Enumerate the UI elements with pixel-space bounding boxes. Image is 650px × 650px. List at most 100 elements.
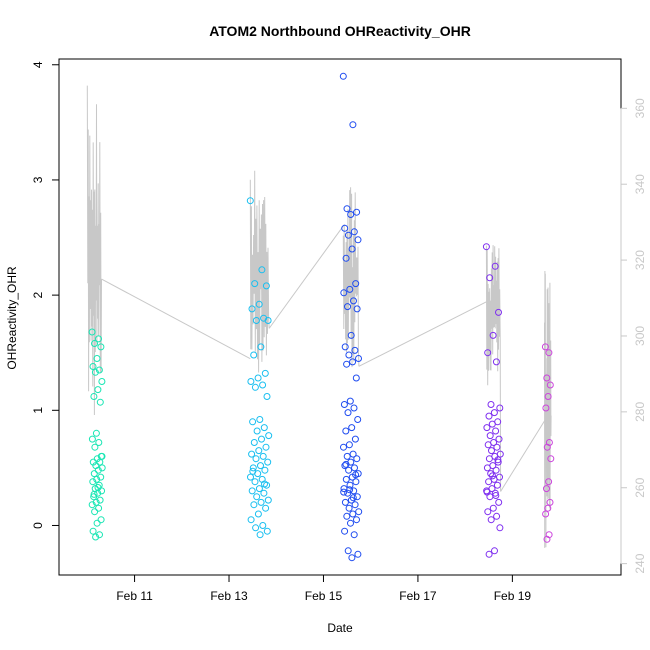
flight1-point	[93, 519, 101, 527]
flight3-point	[349, 450, 357, 458]
flight5-point	[543, 443, 551, 451]
flight3-point	[340, 488, 348, 496]
flight3-point	[344, 547, 352, 555]
flight4-point	[485, 412, 493, 420]
flight5-point	[547, 455, 555, 463]
flight3-point	[351, 435, 359, 443]
flight1-point	[89, 478, 97, 486]
flight3-point	[352, 280, 360, 288]
flight2-point	[258, 435, 265, 443]
flight4-point	[486, 274, 494, 282]
flight2-point	[249, 467, 257, 475]
flight4-point	[484, 508, 492, 516]
flight4-point	[491, 547, 498, 555]
y2-tick-label: 320	[633, 250, 647, 270]
flight3-point	[353, 493, 361, 501]
flight1-point	[90, 393, 98, 400]
flight1-point	[89, 527, 97, 535]
flight2-point	[257, 498, 265, 506]
flight3-point	[343, 452, 351, 460]
y-tick-label: 0	[31, 522, 45, 529]
flight2-point	[248, 305, 256, 313]
trace-connector-2	[268, 225, 344, 329]
flight3-point	[347, 519, 354, 527]
flight1-point	[94, 484, 102, 491]
flight4-point	[495, 498, 503, 506]
flight3-point	[350, 487, 358, 495]
flight3-point	[343, 205, 351, 213]
flight2-point	[264, 458, 272, 466]
flight3-point	[340, 443, 347, 451]
y-tick-label: 1	[31, 407, 45, 414]
flight5-point	[543, 535, 551, 543]
trace-connector-1	[101, 278, 251, 360]
chart-title: ATOM2 Northbound OHReactivity_OHR	[209, 23, 471, 39]
y-tick-label: 3	[31, 176, 45, 183]
flight1-point	[88, 435, 96, 443]
flight1-point	[93, 475, 101, 483]
flight4-point	[494, 458, 502, 466]
flight3-point	[344, 409, 352, 417]
flight3-point	[351, 501, 359, 509]
flight2-point	[258, 266, 266, 274]
secondary-trace	[86, 85, 552, 548]
flight2-point	[249, 418, 257, 426]
flight3-point	[346, 397, 354, 405]
flight2-point	[248, 487, 256, 495]
flight3-point	[348, 554, 356, 562]
flight4-point	[492, 427, 500, 435]
flight2-point	[251, 478, 259, 486]
flight3-point	[353, 208, 361, 216]
flight2-point	[261, 480, 268, 488]
flight2-point	[247, 516, 255, 524]
flight1-point	[94, 466, 102, 474]
flight4-point	[491, 262, 499, 270]
flight4-point	[483, 488, 491, 496]
flight4-point	[484, 349, 492, 357]
flight2-point	[249, 464, 257, 472]
flight3-point	[343, 360, 351, 368]
flight1-point	[96, 496, 104, 504]
flight3-point	[353, 305, 361, 313]
flight3-point	[344, 303, 351, 311]
flight4-point	[487, 470, 495, 478]
y-tick-label: 4	[31, 61, 45, 68]
flight3-point	[348, 424, 356, 432]
y-tick-label: 2	[31, 291, 45, 298]
trace-connector-3	[358, 301, 487, 367]
flight5-point	[541, 343, 549, 351]
flight4-point	[485, 550, 493, 558]
flight5-point	[544, 504, 552, 512]
flight2-point	[256, 531, 264, 539]
flight2-point	[263, 393, 271, 400]
flight2-point	[260, 489, 268, 497]
flight2-point	[263, 527, 271, 535]
flight3-point	[347, 211, 355, 218]
flight4-point	[495, 308, 502, 316]
flight1-point	[95, 504, 103, 512]
flight3-point	[343, 512, 351, 520]
flight5-point	[546, 381, 554, 389]
flight4-point	[489, 472, 496, 480]
trace-burst-1	[86, 85, 102, 416]
flight3-point	[342, 254, 350, 262]
flight2-point	[255, 300, 263, 308]
flight3-point	[347, 496, 355, 504]
flight2-point	[259, 452, 267, 460]
flight1-point	[88, 328, 96, 336]
flight4-point	[485, 478, 493, 486]
y2-tick-label: 280	[633, 402, 647, 422]
flight1-point	[97, 516, 105, 524]
flight5-point	[542, 510, 550, 518]
flight2-point	[261, 369, 269, 377]
flight1-point	[98, 452, 106, 460]
flight4-point	[488, 447, 495, 455]
x-tick-label: Feb 15	[305, 589, 343, 603]
trace-burst-2	[249, 170, 270, 373]
flight2-point	[264, 317, 272, 324]
flight1-point	[97, 473, 105, 481]
flight1-point	[91, 443, 99, 451]
flight2-point	[252, 524, 260, 532]
flight2-point	[260, 424, 268, 432]
